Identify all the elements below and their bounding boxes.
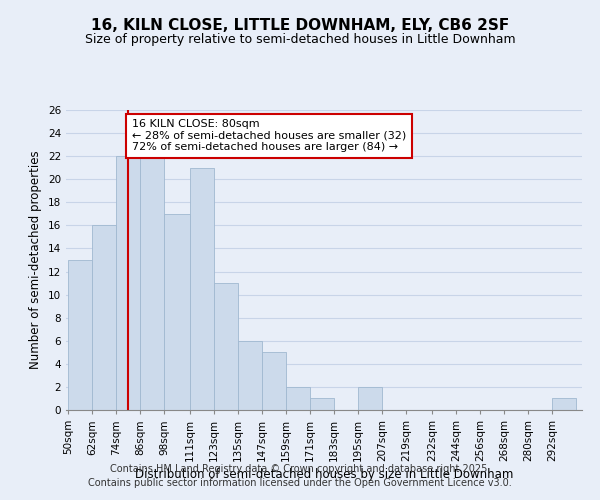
Text: Contains HM Land Registry data © Crown copyright and database right 2025.
Contai: Contains HM Land Registry data © Crown c… [88,464,512,487]
Bar [214,283,238,410]
Bar [92,226,116,410]
Text: Size of property relative to semi-detached houses in Little Downham: Size of property relative to semi-detach… [85,32,515,46]
Text: 16, KILN CLOSE, LITTLE DOWNHAM, ELY, CB6 2SF: 16, KILN CLOSE, LITTLE DOWNHAM, ELY, CB6… [91,18,509,32]
Bar [238,341,262,410]
Bar [116,156,140,410]
Y-axis label: Number of semi-detached properties: Number of semi-detached properties [29,150,43,370]
Bar [310,398,334,410]
Bar [286,387,310,410]
Bar [140,156,164,410]
X-axis label: Distribution of semi-detached houses by size in Little Downham: Distribution of semi-detached houses by … [135,468,513,481]
Bar [68,260,92,410]
Bar [552,398,575,410]
Bar [358,387,382,410]
Bar [262,352,286,410]
Bar [190,168,214,410]
Bar [164,214,190,410]
Text: 16 KILN CLOSE: 80sqm
← 28% of semi-detached houses are smaller (32)
72% of semi-: 16 KILN CLOSE: 80sqm ← 28% of semi-detac… [132,119,406,152]
